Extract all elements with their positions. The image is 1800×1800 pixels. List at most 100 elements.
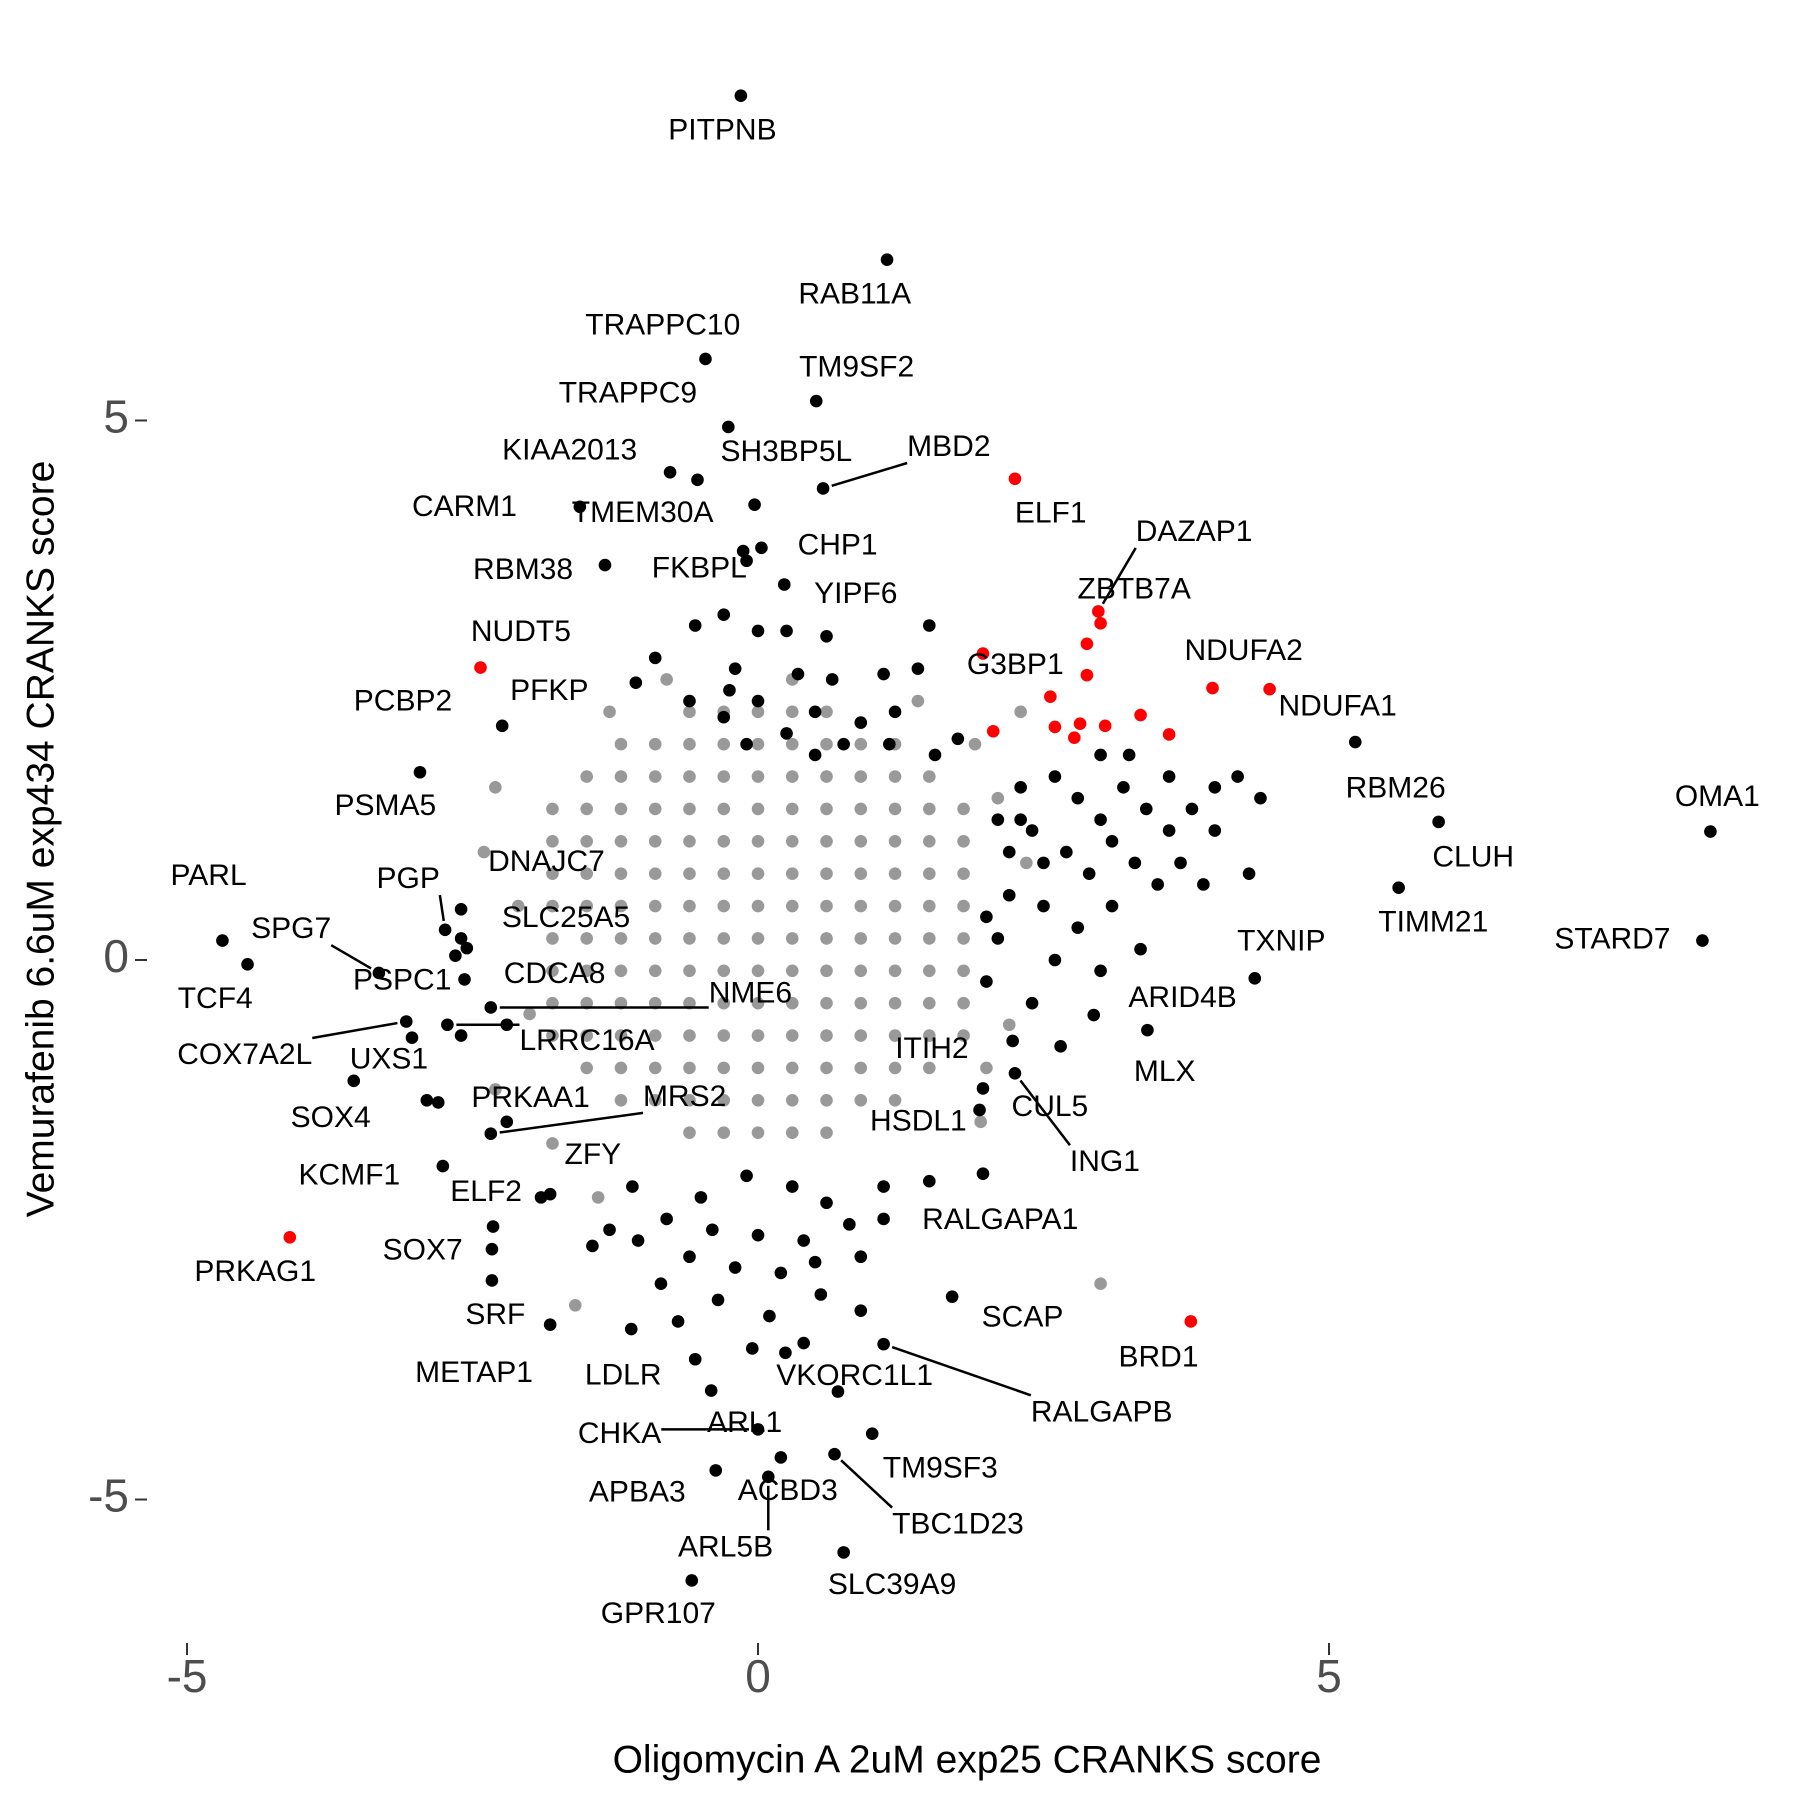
point-label: RAB11A bbox=[798, 277, 911, 310]
point bbox=[546, 802, 559, 816]
point bbox=[1048, 770, 1062, 783]
point bbox=[603, 705, 616, 719]
point bbox=[1174, 856, 1187, 870]
point bbox=[986, 724, 1000, 738]
point bbox=[648, 770, 662, 783]
point-label: HSDL1 bbox=[870, 1105, 967, 1138]
point bbox=[580, 770, 594, 783]
point-label: TRAPPC10 bbox=[585, 309, 740, 342]
point bbox=[1094, 964, 1107, 978]
point bbox=[785, 1061, 799, 1075]
point bbox=[420, 1093, 434, 1107]
point bbox=[683, 1093, 696, 1107]
point bbox=[785, 737, 799, 751]
point bbox=[603, 1223, 616, 1237]
point bbox=[591, 1191, 605, 1204]
point bbox=[477, 845, 491, 859]
point bbox=[751, 705, 765, 719]
point bbox=[543, 1187, 557, 1201]
point-label: LRRC16A bbox=[519, 1024, 654, 1057]
point-label: PITPNB bbox=[668, 113, 776, 146]
leader-line bbox=[840, 1459, 893, 1509]
point bbox=[976, 1167, 990, 1180]
point bbox=[923, 1061, 936, 1075]
point bbox=[458, 973, 471, 986]
point bbox=[485, 1274, 499, 1287]
point bbox=[751, 802, 765, 816]
point-label: PFKP bbox=[510, 674, 588, 707]
point-label: ARL5B bbox=[678, 1530, 773, 1563]
point bbox=[580, 1061, 594, 1075]
point-label: TIMM21 bbox=[1378, 905, 1488, 938]
point bbox=[685, 1574, 699, 1587]
point bbox=[854, 964, 868, 978]
point-label: PRKAG1 bbox=[194, 1255, 316, 1288]
point bbox=[854, 770, 868, 783]
point bbox=[1432, 815, 1445, 829]
point bbox=[923, 932, 936, 945]
point bbox=[854, 996, 868, 1010]
point bbox=[1044, 690, 1057, 704]
point bbox=[717, 1029, 731, 1042]
point bbox=[614, 932, 628, 945]
point bbox=[691, 473, 704, 487]
point bbox=[957, 996, 970, 1010]
point bbox=[1073, 717, 1087, 730]
point bbox=[1105, 899, 1119, 913]
point bbox=[489, 781, 502, 794]
point-label: TBC1D23 bbox=[892, 1508, 1024, 1541]
point bbox=[854, 867, 868, 880]
point bbox=[660, 673, 673, 686]
point bbox=[976, 647, 990, 660]
point bbox=[785, 705, 799, 719]
point bbox=[438, 923, 452, 937]
point bbox=[694, 1191, 708, 1204]
point bbox=[648, 867, 662, 880]
point bbox=[877, 667, 890, 681]
point bbox=[751, 737, 765, 751]
point bbox=[751, 964, 765, 978]
point bbox=[614, 770, 628, 783]
point bbox=[614, 737, 628, 751]
point bbox=[1141, 1023, 1154, 1037]
point-label: SRF bbox=[465, 1298, 525, 1331]
point bbox=[991, 791, 1005, 805]
point bbox=[837, 1546, 850, 1559]
point bbox=[820, 629, 833, 643]
point bbox=[1151, 878, 1164, 891]
point bbox=[797, 1336, 810, 1350]
point bbox=[1060, 845, 1073, 859]
point bbox=[785, 1180, 799, 1193]
point bbox=[1348, 735, 1362, 749]
point bbox=[736, 544, 750, 558]
point bbox=[717, 802, 731, 816]
point bbox=[1094, 1277, 1107, 1291]
point-label: SCAP bbox=[982, 1301, 1064, 1334]
point bbox=[1082, 867, 1096, 880]
point bbox=[717, 770, 731, 783]
point bbox=[1117, 781, 1130, 794]
point bbox=[688, 1352, 702, 1366]
point bbox=[1162, 728, 1176, 741]
point-label: TCF4 bbox=[178, 982, 253, 1015]
point bbox=[888, 802, 902, 816]
point bbox=[751, 1093, 765, 1107]
point bbox=[928, 748, 942, 762]
point-label: TM9SF2 bbox=[799, 351, 914, 384]
point bbox=[614, 1093, 628, 1107]
point bbox=[923, 619, 936, 632]
point-label: TXNIP bbox=[1237, 924, 1325, 957]
point bbox=[454, 902, 468, 916]
point bbox=[216, 934, 229, 947]
x-tick-label: 0 bbox=[745, 1650, 771, 1702]
point-label: NDUFA1 bbox=[1279, 690, 1397, 723]
leader-line bbox=[831, 461, 908, 488]
point-label: RALGAPB bbox=[1031, 1395, 1173, 1428]
point bbox=[405, 1031, 419, 1044]
leader-line bbox=[1101, 547, 1137, 605]
point bbox=[523, 1007, 536, 1021]
leader-line bbox=[891, 1345, 1032, 1397]
point bbox=[785, 1126, 799, 1139]
point bbox=[683, 835, 696, 848]
point-label: TM9SF3 bbox=[883, 1451, 998, 1484]
